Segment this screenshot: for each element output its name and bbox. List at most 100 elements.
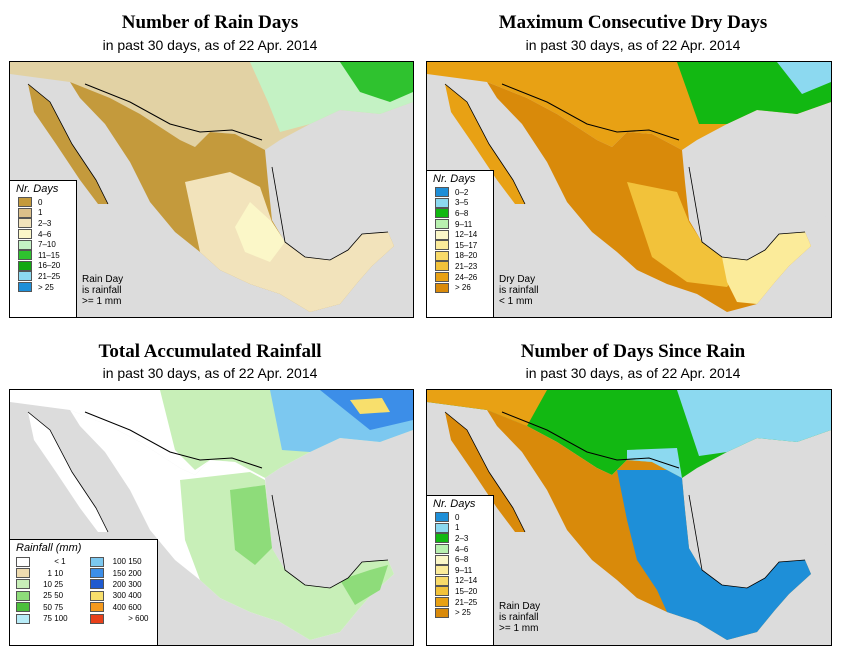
panel-subtitle: in past 30 days, as of 22 Apr. 2014 [525,365,741,381]
legend-label: 0–2 [455,187,469,197]
legend-swatch [435,240,449,251]
legend-label: 0 [455,512,460,522]
legend-swatch [16,579,30,590]
legend-note: Rain Day is rainfall >= 1 mm [82,274,123,307]
legend-swatch [435,282,449,293]
legend-label: 24–26 [455,272,478,282]
legend-lo: 50 [43,602,52,612]
legend-swatch [16,602,30,613]
legend-label: 1 [455,523,460,533]
note-line: Rain Day [499,601,541,612]
legend-label: 2–3 [455,533,469,543]
legend-item: 16–20 [10,260,76,272]
legend-item: 1 10 [10,567,84,579]
legend-swatch [90,556,104,567]
legend-label: 18–20 [455,251,478,261]
legend-item: 6–8 [427,554,493,565]
legend-item: 1 [10,207,76,219]
legend-label: 11–15 [38,250,60,260]
legend-hi: 400 [128,591,142,601]
legend-lo: 100 [112,557,126,567]
legend-label: 12–14 [455,576,478,586]
legend-item: 12–14 [427,575,493,587]
legend-label: 15–17 [455,240,478,250]
legend-label: 2–3 [38,218,52,228]
legend-swatch [16,590,30,601]
legend-label: 9–11 [455,565,473,575]
legend-swatch [90,579,104,590]
legend-item: 100 150 [84,556,156,567]
note-line: >= 1 mm [82,296,122,307]
legend-item: 9–11 [427,565,493,576]
legend-label: 3–5 [455,198,469,208]
legend-swatch [435,261,449,272]
legend-swatch [18,250,32,261]
legend-title: Nr. Days [433,498,476,510]
legend-item: < 1 [10,556,84,567]
legend-swatch [435,565,449,576]
legend-lo: 10 [43,579,52,589]
legend-lo: 400 [112,602,126,612]
legend-swatch [18,229,32,240]
note-line: is rainfall [82,285,122,296]
legend-swatch [435,208,449,219]
legend-item: 3–5 [427,197,493,209]
legend-item: 0–2 [427,187,493,198]
panel-title: Maximum Consecutive Dry Days [498,12,768,33]
legend-item: 21–25 [427,597,493,608]
legend-hi: 200 [128,568,142,578]
legend-swatch [90,568,104,579]
legend-item: 21–25 [10,271,76,282]
legend-item: > 26 [427,282,493,293]
legend-hi: > 600 [128,614,149,624]
legend-item: 2–3 [427,533,493,544]
legend-item: 25 50 [10,590,84,601]
note-line: >= 1 mm [499,623,539,634]
legend-swatch [435,533,449,544]
note-line: is rainfall [499,612,539,623]
legend-label: 7–10 [38,240,56,250]
legend-label: 21–25 [38,271,61,281]
legend-column-right: 100 150 150 200 200 300 300 400 400 600 … [84,556,156,624]
legend-swatch [435,272,449,283]
legend-hi: 600 [128,602,142,612]
panel-subtitle: in past 30 days, as of 22 Apr. 2014 [102,365,318,381]
map-canvas [427,62,831,317]
legend-item: 10 25 [10,579,84,590]
legend-label: 0 [38,197,43,207]
legend-item: 4–6 [10,229,76,240]
legend-item: 15–20 [427,586,493,597]
note-line: is rainfall [499,285,539,296]
legend-swatch [90,613,104,624]
legend-hi: 100 [54,614,68,624]
map-rain-days [9,61,414,318]
legend-swatch [16,613,30,624]
legend-hi: 75 [54,602,64,612]
legend-label: > 26 [455,283,471,293]
legend-title: Rainfall (mm) [16,542,82,554]
legend-label: 15–20 [455,586,478,596]
legend-swatch [435,250,449,261]
legend-item: 21–23 [427,261,493,272]
legend-title: Nr. Days [433,173,476,185]
legend-swatch [435,597,449,608]
legend-item: 11–15 [10,250,76,261]
legend-label: 6–8 [455,555,469,565]
legend-swatch [90,602,104,613]
legend-swatch [435,522,449,533]
legend-label: > 25 [38,282,54,292]
legend-label: 6–8 [455,208,469,218]
legend-swatch [435,197,449,208]
legend-lo: 200 [112,579,126,589]
panel-subtitle: in past 30 days, as of 22 Apr. 2014 [102,37,318,53]
legend-rain-days: Nr. Days 0 1 2–3 4–6 7–10 11–15 16–20 21… [9,180,77,318]
legend-note: Rain Day is rainfall >= 1 mm [499,601,540,634]
panel-rainfall: Total Accumulated Rainfall in past 30 da… [0,329,423,658]
legend-item: > 25 [10,282,76,293]
legend-label: 1 [38,208,43,218]
legend-item: 15–17 [427,240,493,251]
legend-swatch [18,239,32,250]
legend-swatch [435,229,449,240]
legend-item: 200 300 [84,579,156,590]
legend-days-since-rain: Nr. Days 0 1 2–3 4–6 6–8 9–11 12–14 15–2… [426,495,494,646]
